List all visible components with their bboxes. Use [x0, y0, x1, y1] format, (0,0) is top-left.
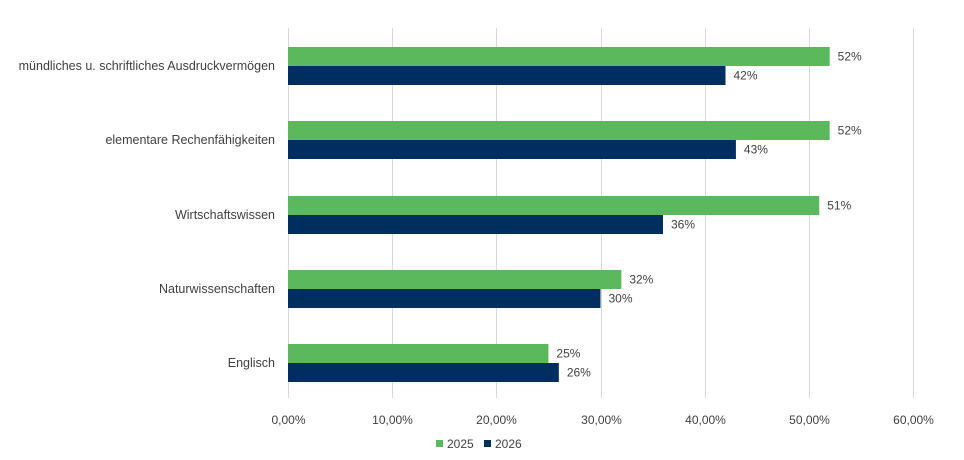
bar-2026-englisch [288, 363, 559, 382]
legend-swatch-2025 [436, 440, 443, 447]
category-label-elementare-rechenfahigkeiten: elementare Rechenfähigkeiten [105, 133, 275, 147]
data-label-2025-wirtschaftswissen: 51% [827, 199, 851, 213]
bar-2025-elementare-rechenfahigkeiten [288, 121, 830, 140]
category-label-englisch: Englisch [228, 356, 275, 370]
data-label-2025-mundliches-u-schriftliches-ausdruckvermogen: 52% [838, 50, 862, 64]
data-label-2026-englisch: 26% [567, 366, 591, 380]
x-tick-label: 30,00% [581, 413, 622, 427]
legend-label-2026: 2026 [495, 437, 522, 451]
data-label-2025-naturwissenschaften: 32% [629, 273, 653, 287]
bar-2025-naturwissenschaften [288, 270, 622, 289]
bars [288, 47, 830, 382]
category-labels: mündliches u. schriftliches Ausdruckverm… [19, 59, 275, 370]
category-label-naturwissenschaften: Naturwissenschaften [159, 282, 275, 296]
category-label-wirtschaftswissen: Wirtschaftswissen [175, 208, 275, 222]
bar-2026-elementare-rechenfahigkeiten [288, 140, 736, 159]
x-tick-label: 40,00% [685, 413, 726, 427]
legend-label-2025: 2025 [447, 437, 474, 451]
data-label-2026-naturwissenschaften: 30% [609, 292, 633, 306]
data-label-2025-englisch: 25% [556, 347, 580, 361]
bar-2025-mundliches-u-schriftliches-ausdruckvermogen [288, 47, 830, 66]
bar-2026-mundliches-u-schriftliches-ausdruckvermogen [288, 66, 726, 85]
data-label-2025-elementare-rechenfahigkeiten: 52% [838, 124, 862, 138]
bar-2026-naturwissenschaften [288, 289, 601, 308]
x-tick-label: 50,00% [789, 413, 830, 427]
legend-swatch-2026 [484, 440, 491, 447]
bar-2025-englisch [288, 344, 549, 363]
category-label-mundliches-u-schriftliches-ausdruckvermogen: mündliches u. schriftliches Ausdruckverm… [19, 59, 275, 73]
bar-2026-wirtschaftswissen [288, 215, 663, 234]
x-tick-label: 10,00% [372, 413, 413, 427]
x-axis-tick-labels: 0,00% 10,00% 20,00% 30,00% 40,00% 50,00% 60,00… [271, 413, 934, 427]
data-label-2026-wirtschaftswissen: 36% [671, 218, 695, 232]
x-tick-label: 20,00% [476, 413, 517, 427]
data-label-2026-elementare-rechenfahigkeiten: 43% [744, 143, 768, 157]
bar-2025-wirtschaftswissen [288, 196, 820, 215]
data-labels: 52% 42% 52% 43% 51% 36% 32% 30% 25% 26% [556, 50, 862, 380]
data-label-2026-mundliches-u-schriftliches-ausdruckvermogen: 42% [734, 69, 758, 83]
x-tick-label: 0,00% [271, 413, 305, 427]
x-tick-label: 60,00% [893, 413, 934, 427]
legend: 2025 2026 [436, 437, 522, 451]
